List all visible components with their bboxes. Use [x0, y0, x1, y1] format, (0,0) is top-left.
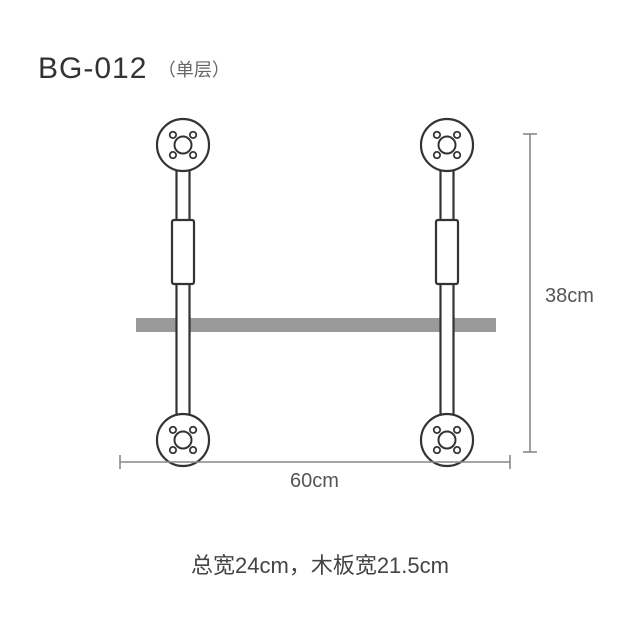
shelf-diagram [0, 0, 640, 640]
width-label: 60cm [290, 470, 339, 493]
page: BG-012 （单层） 38cm 60cm 总宽24cm，木板宽21.5cm [0, 0, 640, 640]
height-label: 38cm [545, 285, 594, 308]
footer-note: 总宽24cm，木板宽21.5cm [0, 548, 640, 580]
